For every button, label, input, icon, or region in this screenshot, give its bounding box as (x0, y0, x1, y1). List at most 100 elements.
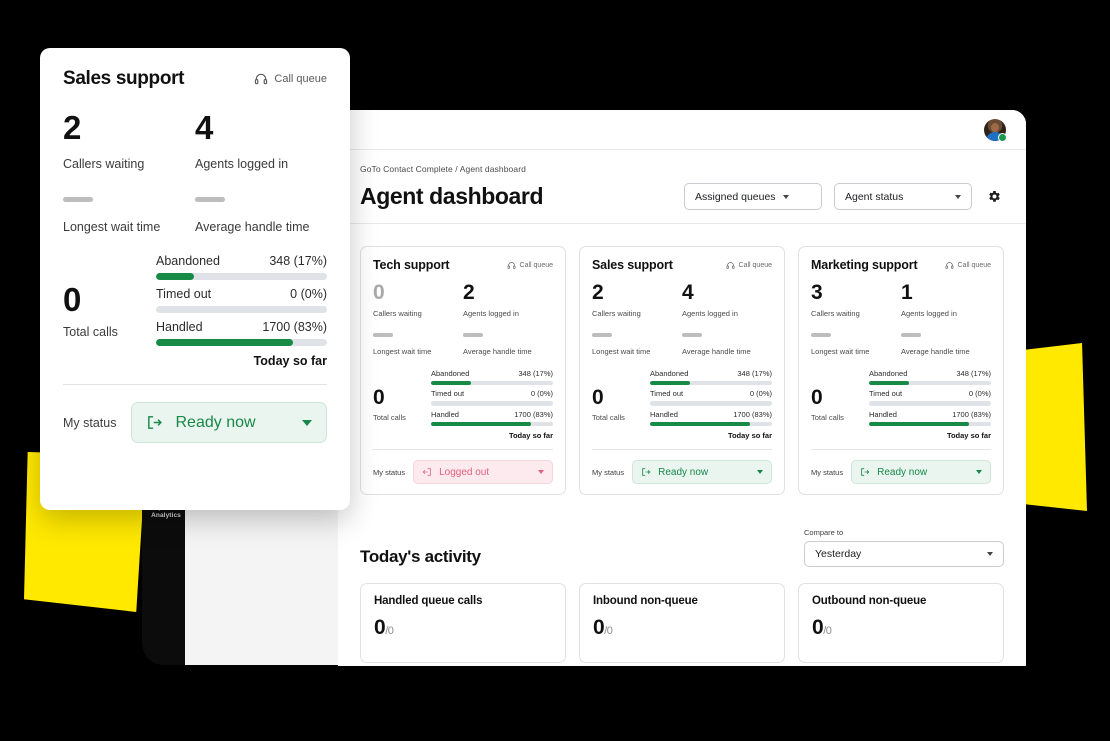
total-calls-value: 0 (373, 385, 385, 409)
breadcrumb[interactable]: GoTo Contact Complete / Agent dashboard (360, 164, 526, 174)
stat-agents-logged-in: 4 Agents logged in (682, 282, 772, 318)
metric-label: Timed out (156, 287, 212, 301)
stat-value: 2 (592, 281, 604, 304)
metric-progress-track (156, 339, 327, 346)
stat-callers-waiting: 2 Callers waiting (592, 282, 682, 318)
app-body: GoTo Contact Complete / Agent dashboard … (338, 150, 1026, 663)
stat-label: Longest wait time (811, 346, 870, 356)
queue-card-metrics-area: 0 Total calls Abandoned 348 (17%) (373, 369, 553, 440)
my-status-select[interactable]: Ready now (130, 402, 327, 443)
header-divider (338, 223, 1026, 224)
headset-icon (726, 261, 734, 269)
chevron-down-icon (955, 194, 961, 199)
metric-progress-track (650, 380, 772, 385)
my-status-value: Logged out (439, 466, 490, 478)
my-status-select[interactable]: Ready now (851, 460, 991, 484)
metrics-footnote: Today so far (253, 354, 327, 368)
empty-value-dash-icon (195, 197, 225, 202)
chevron-down-icon (987, 552, 993, 556)
app-topbar (338, 110, 1026, 150)
metric-label: Abandoned (650, 368, 689, 378)
stat-longest-wait-time: Longest wait time (373, 333, 463, 356)
metric-progress-track (431, 401, 553, 406)
call-queue-label: Call queue (519, 261, 553, 269)
metric-value: 0 (0%) (290, 287, 327, 301)
queue-card-primary-stats: 0 Callers waiting 2 Agents logged in (373, 282, 553, 318)
popup-divider (63, 384, 327, 385)
metric-progress-track (650, 421, 772, 426)
empty-value-dash-icon (463, 333, 483, 337)
headset-icon (507, 261, 515, 269)
metric-progress-fill (156, 339, 293, 346)
metric-label: Handled (650, 409, 678, 419)
call-queue-label: Call queue (274, 73, 327, 85)
stat-average-handle-time: Average handle time (901, 333, 991, 356)
stat-average-handle-time: Average handle time (195, 197, 327, 234)
metric-value: 1700 (83%) (733, 409, 772, 419)
compare-to-select[interactable]: Yesterday (804, 541, 1004, 567)
stat-value: 1 (901, 281, 913, 304)
empty-value-dash-icon (63, 197, 93, 202)
metric-value: 348 (17%) (956, 368, 991, 378)
total-calls: 0 Total calls (811, 369, 863, 441)
queue-card-tech-support: Tech support Call queue 0 (360, 246, 566, 495)
my-status-row: My status Ready now (592, 460, 772, 484)
activity-value-number: 0 (593, 616, 605, 639)
metrics-footnote: Today so far (727, 431, 772, 440)
metric-handled: Handled 1700 (83%) (431, 410, 553, 426)
metric-progress-track (156, 273, 327, 280)
compare-to-label: Compare to (804, 528, 844, 537)
stat-agents-logged-in: 2 Agents logged in (463, 282, 553, 318)
page-title-row: Agent dashboard Assigned queues Agent st… (360, 183, 1004, 223)
gear-icon (988, 191, 1000, 202)
metric-label: Timed out (869, 389, 903, 398)
queue-card-primary-stats: 2 Callers waiting 4 Agents logged in (592, 282, 772, 318)
assigned-queues-select[interactable]: Assigned queues (684, 183, 822, 210)
stat-longest-wait-time: Longest wait time (811, 333, 901, 356)
total-calls-label: Total calls (373, 412, 406, 422)
stat-value: 4 (195, 109, 213, 146)
settings-button[interactable] (984, 187, 1004, 207)
metric-timed-out: Timed out 0 (0%) (650, 389, 772, 406)
my-status-select[interactable]: Ready now (632, 460, 772, 484)
chevron-down-icon (302, 419, 312, 426)
stat-label: Average handle time (901, 346, 970, 356)
metric-abandoned: Abandoned 348 (17%) (650, 368, 772, 385)
my-status-row: My status Logged out (373, 460, 553, 484)
activity-title: Today's activity (360, 547, 481, 566)
stat-value: 0 (373, 281, 385, 304)
stat-value: 3 (811, 281, 823, 304)
metric-progress-fill (869, 421, 970, 426)
stat-label: Callers waiting (811, 309, 860, 318)
stat-agents-logged-in: 1 Agents logged in (901, 282, 991, 318)
metric-label: Timed out (431, 389, 465, 398)
agent-status-select[interactable]: Agent status (834, 183, 972, 210)
activity-card-value: 0/0 (374, 616, 552, 640)
call-queue-tag: Call queue (507, 261, 553, 270)
presence-online-icon (998, 132, 1007, 142)
stat-callers-waiting: 2 Callers waiting (63, 111, 195, 171)
total-calls: 0 Total calls (592, 369, 644, 441)
activity-card-handled-queue-calls: Handled queue calls 0/0 (360, 583, 566, 663)
popup-primary-stats: 2 Callers waiting 4 Agents logged in (63, 111, 327, 171)
metric-progress-track (869, 401, 991, 406)
headset-icon (255, 73, 268, 85)
page-controls: Assigned queues Agent status (684, 183, 1004, 210)
metric-progress-fill (156, 273, 194, 280)
total-calls-value: 0 (811, 385, 823, 409)
avatar[interactable] (984, 118, 1007, 142)
card-divider (811, 449, 991, 450)
metric-progress-track (431, 421, 553, 426)
metric-list: Abandoned 348 (17%) Timed out 0 (0%) (156, 254, 327, 368)
chevron-down-icon (782, 194, 789, 199)
metrics-footnote: Today so far (946, 431, 991, 440)
my-status-label: My status (373, 467, 406, 477)
metric-progress-track (869, 421, 991, 426)
my-status-select[interactable]: Logged out (413, 460, 553, 484)
popup-header: Sales support Call queue (63, 68, 327, 90)
stat-label: Longest wait time (592, 346, 651, 356)
metric-progress-fill (431, 380, 472, 385)
metric-progress-fill (869, 380, 910, 385)
stat-value: 4 (682, 281, 694, 304)
metric-value: 0 (0%) (968, 389, 991, 398)
